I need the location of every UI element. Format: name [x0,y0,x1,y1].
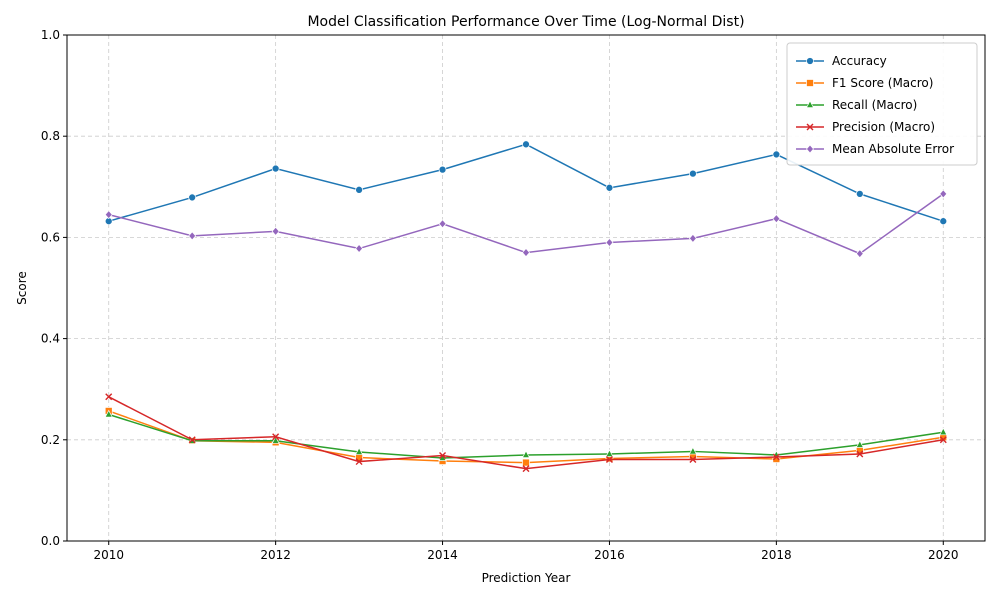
data-point-accuracy [355,185,363,194]
data-point-recall-macro [355,447,364,455]
series-accuracy [104,140,948,226]
y-tick-label: 0.0 [41,534,60,548]
marker-stroke [689,456,697,464]
marker-stroke [806,123,814,131]
data-point-recall-macro [688,446,697,455]
series-mean-absolute-error [104,189,948,259]
data-point-recall-macro [939,427,948,436]
x-axis-label: Prediction Year [482,571,571,585]
y-tick-label: 0.6 [41,230,60,244]
data-point-precision-macro [689,456,697,464]
data-point-recall-macro [855,440,864,448]
x-tick-label: 2014 [427,548,458,562]
data-point-accuracy [522,140,530,149]
data-point-accuracy [689,169,697,178]
data-point-precision-macro [355,458,363,466]
marker-stroke [605,456,613,464]
x-tick-label: 2018 [761,548,792,562]
x-tick-label: 2020 [928,548,959,562]
data-point-mean-absolute-error [605,237,614,247]
legend-label: Accuracy [832,54,887,68]
x-tick-label: 2016 [594,548,625,562]
data-point-precision-macro [522,465,530,473]
legend: Accuracy F1 Score (Macro) Recall (Macro) Pr… [786,42,978,166]
legend-entry-recall-macro: Recall (Macro) [796,98,917,112]
data-point-recall-macro [521,450,531,458]
data-point-precision-macro [188,436,196,444]
data-point-recall-macro [605,449,614,457]
legend-entry-precision-macro: Precision (Macro) [796,120,935,134]
legend-label: Recall (Macro) [832,98,917,112]
data-point-precision-macro [605,456,613,464]
legend-marker [805,100,815,108]
legend-marker [806,79,814,87]
data-point-mean-absolute-error [772,214,781,224]
data-point-recall-macro [271,436,280,444]
y-tick-label: 1.0 [41,28,60,42]
y-tick-label: 0.2 [41,433,60,447]
data-point-precision-macro [856,450,864,458]
x-tick-label: 2010 [93,548,124,562]
data-point-precision-macro [772,453,780,461]
legend-label: Mean Absolute Error [832,142,954,156]
marker-stroke [105,393,113,401]
marker-stroke [939,436,947,444]
y-tick-label: 0.8 [41,129,60,143]
legend-entry-accuracy: Accuracy [796,54,887,68]
data-point-precision-macro [939,436,947,444]
plot-frame [66,34,986,542]
data-point-accuracy [438,165,447,174]
data-point-mean-absolute-error [939,189,948,199]
data-point-f1-score-macro [522,458,530,467]
series-precision-macro [105,393,947,473]
data-point-mean-absolute-error [688,233,697,243]
chart-title: Model Classification Performance Over Ti… [307,14,744,30]
y-axis-label: Score [15,271,29,305]
data-point-mean-absolute-error [355,244,364,254]
marker-stroke [188,436,196,444]
data-point-mean-absolute-error [104,210,113,220]
data-point-mean-absolute-error [855,249,864,259]
legend-entry-mean-absolute-error: Mean Absolute Error [796,142,954,156]
data-point-accuracy [855,190,864,198]
marker-stroke [272,433,280,441]
legend-label: F1 Score (Macro) [832,76,933,90]
data-point-precision-macro [439,451,447,459]
y-tick-label: 0.4 [41,332,60,346]
legend-box [786,42,978,166]
series-layer [104,140,948,473]
legend-label: Precision (Macro) [832,120,935,134]
marker-stroke [355,458,363,466]
data-point-accuracy [605,183,614,192]
data-point-accuracy [939,217,948,226]
data-point-precision-macro [105,393,113,401]
data-point-precision-macro [272,433,280,441]
data-point-mean-absolute-error [188,231,197,241]
marker-stroke [856,450,864,458]
marker-stroke [522,465,530,473]
data-point-mean-absolute-error [271,226,280,236]
data-point-accuracy [188,193,197,202]
x-tick-label: 2012 [260,548,291,562]
marker-stroke [772,453,780,461]
data-point-recall-macro [104,409,113,418]
legend-marker [806,57,814,65]
legend-marker [806,144,814,154]
legend-marker [806,123,814,131]
axes: 2010 2012 2014 2016 2018 2020 0.0 0.2 0.4 0.6 0.8 1… [41,28,959,562]
legend-entry-f1-score-macro: F1 Score (Macro) [796,76,933,90]
marker-stroke [439,451,447,459]
data-point-accuracy [271,164,280,173]
data-point-mean-absolute-error [522,248,530,258]
data-point-mean-absolute-error [438,219,447,229]
data-point-accuracy [772,150,781,159]
